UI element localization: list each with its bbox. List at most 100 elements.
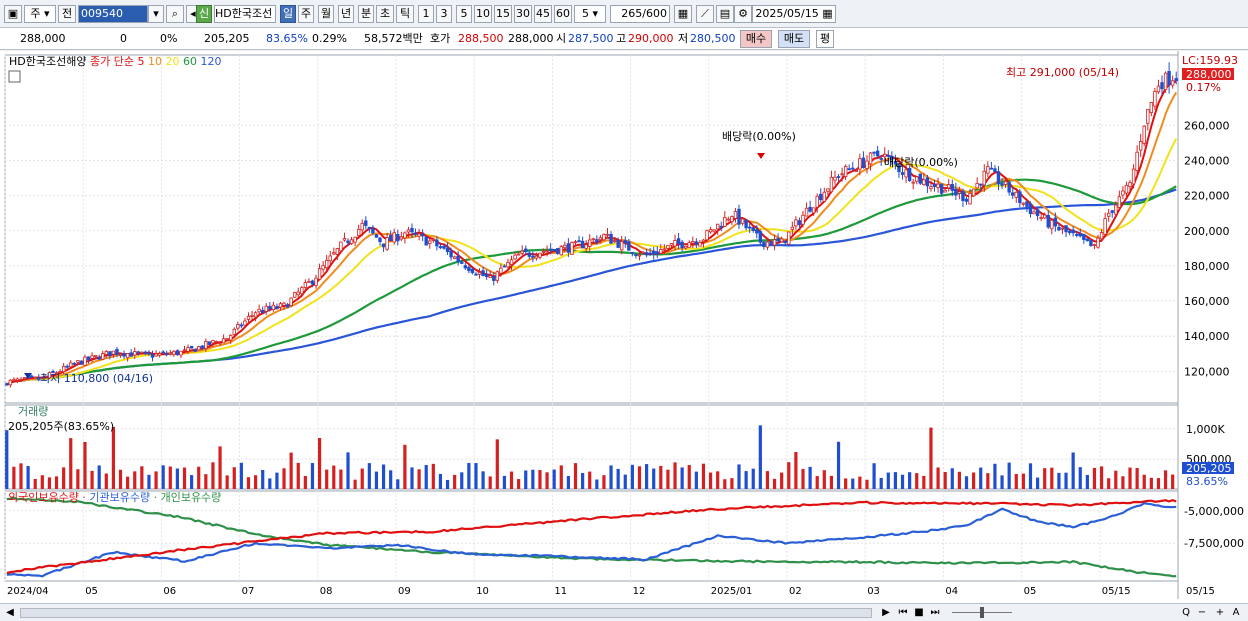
chart-svg[interactable]: 2024/04 05 06 07 08 09 10 11 12 2025/01 02 03 04 05 05… <box>0 51 1248 603</box>
candle-body <box>861 157 866 169</box>
candle-body <box>939 183 944 194</box>
save-icon[interactable]: ▤ <box>716 5 734 23</box>
candle-body <box>268 306 272 310</box>
candle-body <box>808 206 812 212</box>
candle-body <box>598 237 603 241</box>
candle-body <box>1011 192 1015 196</box>
candle-body <box>733 211 738 219</box>
scroll-left-icon[interactable]: ◀ <box>6 607 14 618</box>
minute-3[interactable]: 3 <box>436 5 452 23</box>
candle-body <box>86 356 91 361</box>
candle-body <box>570 242 574 255</box>
stop-icon[interactable]: ■ <box>914 607 924 618</box>
volume-bar <box>474 463 478 489</box>
zoom-icon[interactable]: Q <box>1182 607 1190 618</box>
scrollbar[interactable] <box>20 608 872 618</box>
candle-body <box>694 241 699 245</box>
candle-body <box>129 352 133 357</box>
minute-15[interactable]: 15 <box>494 5 512 23</box>
candle-body <box>595 239 599 243</box>
volume-bar <box>396 479 400 489</box>
volume-bar <box>666 469 670 489</box>
zoom-slider-handle[interactable] <box>980 607 984 618</box>
x-label: 05 <box>1024 586 1037 597</box>
period-select[interactable]: 주 ▾ <box>24 5 56 23</box>
institution-holding-line <box>6 502 1177 578</box>
minute-30[interactable]: 30 <box>514 5 532 23</box>
count-field[interactable]: 265/600 <box>610 5 670 23</box>
indicator-icon[interactable]: ▦ <box>674 5 692 23</box>
minute-45[interactable]: 45 <box>534 5 552 23</box>
volume-bar <box>765 471 770 489</box>
candle-body <box>758 231 763 243</box>
tab-week[interactable]: 주 <box>298 5 314 23</box>
max-annotation: 최고 291,000 (05/14) <box>1006 66 1119 79</box>
legend-item: 120 <box>197 55 222 68</box>
volume-bar <box>19 463 23 489</box>
search-icon[interactable]: ⌕ <box>166 5 184 23</box>
volume-bar <box>630 464 634 489</box>
holdings-legend: 외국인보유수량 · 기관보유수량 · 개인보유수량 <box>8 491 221 504</box>
candle-body <box>1174 78 1178 81</box>
gear-icon[interactable]: ⚙ <box>734 5 752 23</box>
candle-body <box>1160 82 1164 90</box>
last-icon[interactable]: ⏭ <box>930 607 940 618</box>
candle-body <box>172 350 176 356</box>
candle-body <box>573 241 578 244</box>
stock-code-input[interactable]: 009540 <box>78 5 148 23</box>
candle-body <box>836 176 841 178</box>
candle-body <box>897 164 901 173</box>
buy-button[interactable]: 매수 <box>740 30 772 48</box>
stock-name-field[interactable]: HD한국조선 <box>214 5 276 23</box>
draw-icon[interactable]: ⟋ <box>696 5 714 23</box>
prev-button[interactable]: 전 <box>58 5 76 23</box>
tab-month[interactable]: 월 <box>318 5 334 23</box>
tab-year[interactable]: 년 <box>338 5 354 23</box>
candle-body <box>214 341 219 343</box>
candle-body <box>481 270 485 277</box>
scroll-right-icon[interactable]: ▶ <box>882 607 890 618</box>
volume-bar <box>97 465 101 489</box>
open-label: 시 <box>556 32 567 45</box>
legend-item: 종가 단순 <box>90 55 134 68</box>
tab-day[interactable]: 일 <box>280 5 296 23</box>
tab-tick[interactable]: 틱 <box>396 5 414 23</box>
volume-bar <box>389 470 393 489</box>
candle-body <box>996 171 1001 185</box>
volume-bar <box>929 427 933 489</box>
volume-bar <box>40 475 44 489</box>
eval-button[interactable]: 평 <box>816 30 834 48</box>
dropdown-icon[interactable]: ▾ <box>148 5 164 23</box>
volume-bar <box>481 471 485 489</box>
date-field[interactable]: 2025/05/15 ▦ <box>752 5 836 23</box>
candle-body <box>250 314 254 317</box>
auto-icon[interactable]: A <box>1232 607 1240 618</box>
zoom-out-icon[interactable]: − <box>1197 607 1207 618</box>
volume-bar <box>111 426 116 489</box>
candle-body <box>221 338 226 344</box>
volume-bar <box>118 469 123 489</box>
high-value: 290,000 <box>628 32 674 45</box>
zoom-in-icon[interactable]: + <box>1215 607 1225 618</box>
layout-icon[interactable]: ▣ <box>4 5 22 23</box>
candle-body <box>307 281 311 283</box>
tab-minute[interactable]: 분 <box>358 5 374 23</box>
custom-minute-select[interactable]: 5 ▾ <box>574 5 606 23</box>
candle-body <box>388 235 393 241</box>
low-label: 저 <box>678 32 689 45</box>
candle-body <box>577 240 581 243</box>
sell-button[interactable]: 매도 <box>778 30 810 48</box>
first-icon[interactable]: ⏮ <box>898 607 908 618</box>
minute-60[interactable]: 60 <box>554 5 572 23</box>
minute-10[interactable]: 10 <box>474 5 492 23</box>
candle-body <box>545 250 549 253</box>
volume-bar <box>829 475 834 489</box>
minute-5[interactable]: 5 <box>456 5 472 23</box>
x-label: 08 <box>320 586 333 597</box>
minute-1[interactable]: 1 <box>418 5 434 23</box>
candle-body <box>136 351 140 354</box>
candle-body <box>285 304 290 308</box>
candle-body <box>1149 102 1154 113</box>
candle-body <box>147 352 151 355</box>
tab-second[interactable]: 초 <box>376 5 394 23</box>
